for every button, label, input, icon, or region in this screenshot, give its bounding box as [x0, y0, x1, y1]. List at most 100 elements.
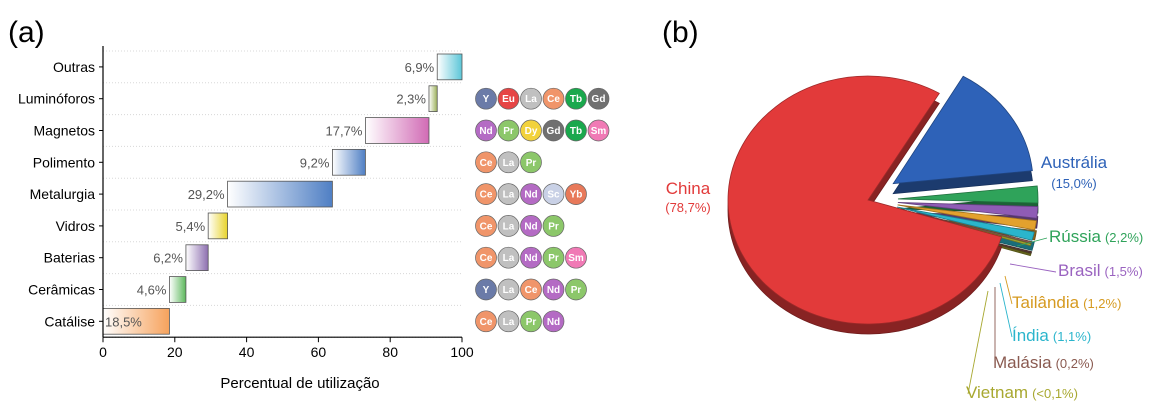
pie-labels: China (78,7%) Austrália (15,0%) Rússia (2,2%)…	[665, 153, 1143, 401]
bar	[365, 117, 430, 144]
slice-value: (15,0%)	[1051, 176, 1097, 191]
element-symbol: Eu	[502, 94, 515, 105]
element-badge	[497, 151, 520, 174]
x-tick-label: 20	[167, 344, 183, 360]
bar	[185, 244, 209, 272]
element-badge	[542, 119, 565, 142]
category-label: Baterias	[44, 250, 95, 266]
slice-label: China	[666, 179, 711, 198]
element-badge	[565, 87, 587, 110]
element-symbol: Nd	[524, 221, 537, 232]
element-symbol: Pr	[503, 126, 514, 137]
x-tick-label: 100	[450, 344, 474, 360]
value-label: 5,4%	[176, 219, 206, 234]
slice	[897, 206, 1035, 241]
element-symbol: Nd	[547, 317, 560, 328]
element-symbol: La	[503, 285, 515, 296]
element-badge	[520, 215, 542, 237]
panel-b-label: (b)	[662, 16, 699, 49]
element-badge	[565, 278, 587, 301]
x-tick-label: 40	[239, 344, 255, 360]
element-symbol: Dy	[525, 126, 538, 137]
value-label: 6,9%	[405, 60, 435, 75]
slice-label: Tailândia (1,2%)	[1012, 293, 1121, 312]
value-label: 2,3%	[396, 92, 426, 107]
element-badge	[542, 215, 565, 237]
bar	[227, 180, 333, 208]
element-symbol: Nd	[547, 285, 560, 296]
bar	[102, 307, 170, 335]
element-symbol: Pr	[526, 158, 537, 169]
element-symbol: Pr	[548, 221, 559, 232]
x-axis-title: Percentual de utilização	[220, 375, 379, 392]
slice-label: Rússia (2,2%)	[1049, 227, 1143, 246]
element-symbol: Gd	[592, 94, 606, 105]
axes: 0 20 40 60 80 100 Catálise Cerâmicas Baterias Vid…	[18, 46, 474, 360]
value-label: 29,2%	[188, 187, 225, 202]
element-symbol: Nd	[524, 190, 537, 201]
category-label: Metalurgia	[30, 186, 96, 202]
element-badge	[520, 278, 542, 301]
element-symbol: Ce	[480, 317, 493, 328]
x-tick-label: 80	[382, 344, 398, 360]
slice-label: Malásia (0,2%)	[993, 353, 1094, 372]
element-badge	[497, 278, 520, 301]
element-badge	[520, 183, 542, 205]
slice-label: Índia (1,1%)	[1012, 326, 1091, 345]
bars: 18,5% 4,6% 6,2% 5,4% 29,2% 9,2% 17,7% 2,3% 6,9%	[102, 53, 463, 335]
category-label: Magnetos	[34, 123, 95, 139]
slice	[897, 202, 1039, 219]
slice-label: Brasil (1,5%)	[1058, 261, 1143, 280]
element-symbol: Ce	[547, 94, 560, 105]
element-symbol: Nd	[524, 253, 537, 264]
element-badge	[497, 87, 520, 110]
slice-value: (78,7%)	[665, 200, 711, 215]
slice	[897, 204, 1037, 231]
element-symbol: Yb	[570, 190, 583, 201]
element-badge	[475, 151, 497, 174]
element-badge	[542, 310, 565, 333]
value-label: 17,7%	[326, 124, 363, 139]
element-badge	[565, 119, 587, 142]
slice-label: Austrália	[1041, 153, 1108, 172]
element-symbol: Y	[483, 94, 490, 105]
element-badge	[475, 119, 497, 142]
element-symbol: La	[503, 158, 515, 169]
element-symbol: Tb	[570, 126, 582, 137]
bar	[332, 148, 366, 176]
slice	[892, 75, 1033, 185]
element-symbol: La	[503, 253, 515, 264]
value-label: 6,2%	[153, 251, 183, 266]
element-symbol: Ce	[480, 190, 493, 201]
leader-line	[1009, 263, 1057, 273]
element-badge	[565, 246, 587, 269]
element-badge	[497, 183, 520, 205]
pie-slices	[727, 75, 1039, 335]
leader-line	[1004, 275, 1013, 305]
slice	[897, 185, 1039, 204]
element-symbol: Pr	[571, 285, 582, 296]
element-badge	[520, 151, 542, 174]
bar	[428, 85, 438, 113]
element-badge	[542, 87, 565, 110]
element-symbol: Sc	[547, 190, 560, 201]
category-label: Cerâmicas	[28, 282, 95, 298]
element-symbol: La	[503, 221, 515, 232]
category-label: Polimento	[33, 154, 95, 170]
element-symbol: Ce	[525, 285, 538, 296]
element-badge	[542, 278, 565, 301]
leader-line	[999, 282, 1013, 338]
element-badge	[497, 246, 520, 269]
element-symbol: La	[525, 94, 537, 105]
element-badge	[587, 87, 610, 110]
element-badge	[520, 87, 542, 110]
element-badge	[475, 278, 497, 301]
element-symbol: La	[503, 190, 515, 201]
element-badge	[475, 246, 497, 269]
element-badge	[475, 215, 497, 237]
element-badge	[520, 246, 542, 269]
element-badge	[497, 215, 520, 237]
category-label: Vidros	[56, 218, 95, 234]
x-tick-label: 60	[311, 344, 327, 360]
element-badge	[565, 183, 587, 205]
